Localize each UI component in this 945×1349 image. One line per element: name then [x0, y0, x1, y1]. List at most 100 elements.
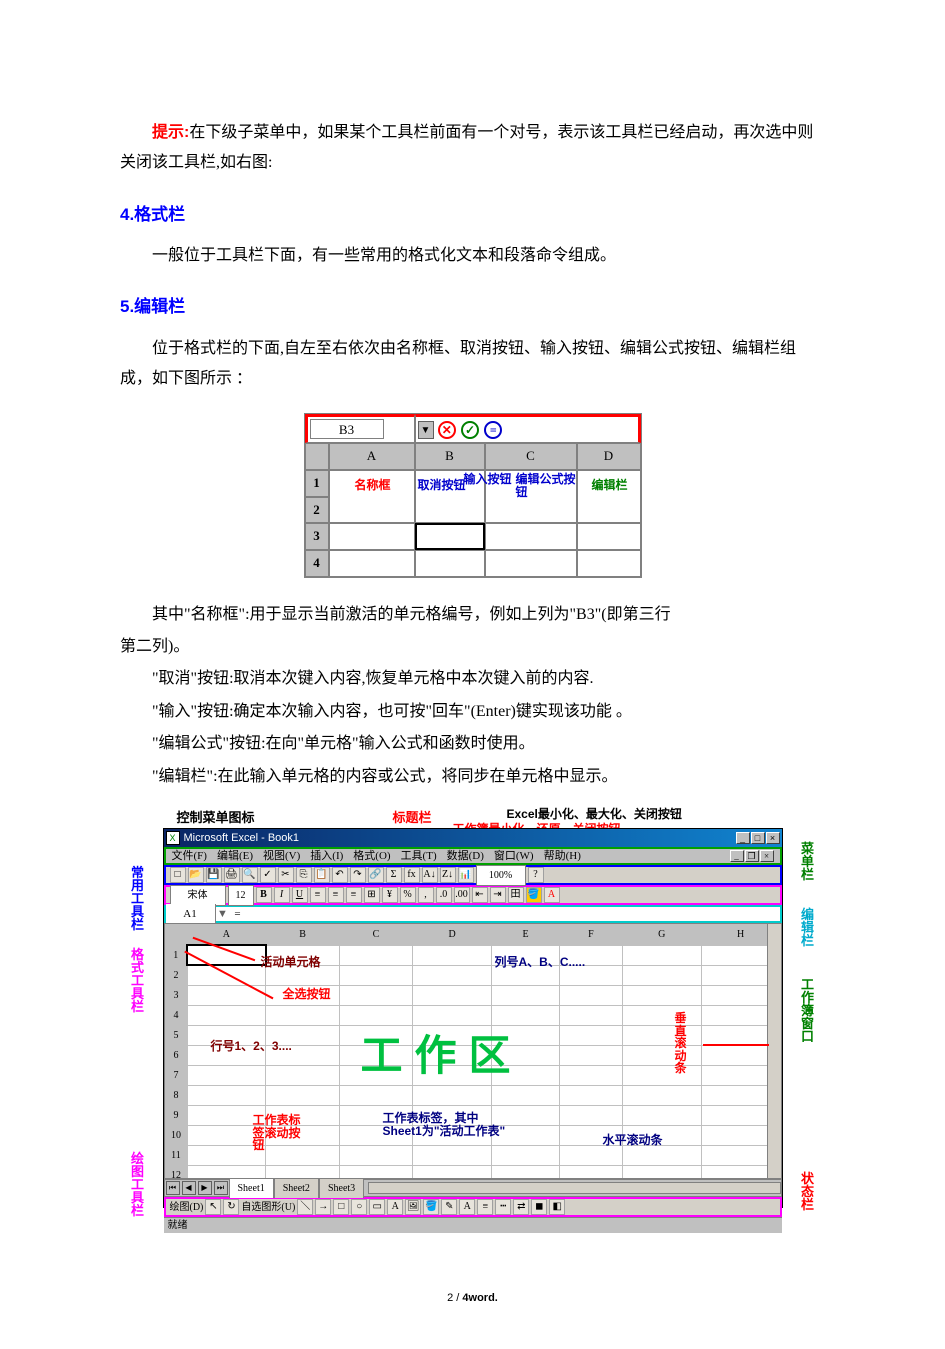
enter-button[interactable]: ✓: [461, 421, 479, 439]
underline-icon[interactable]: U: [292, 887, 308, 903]
row-1[interactable]: 1: [165, 945, 187, 965]
print-icon[interactable]: 🖨: [224, 867, 240, 883]
namebox-dropdown-icon[interactable]: ▼: [418, 421, 434, 439]
currency-icon[interactable]: ¥: [382, 887, 398, 903]
font-color-icon2[interactable]: A: [459, 1199, 475, 1215]
col-header-b[interactable]: B: [415, 443, 485, 470]
chart-icon[interactable]: 📊: [458, 867, 474, 883]
arrow-icon[interactable]: →: [315, 1199, 331, 1215]
cancel-button[interactable]: ✕: [438, 421, 456, 439]
row-header-1[interactable]: 1: [305, 470, 329, 497]
row-6[interactable]: 6: [165, 1045, 187, 1065]
fill-color-icon[interactable]: 🪣: [526, 887, 542, 903]
font-name-box[interactable]: 宋体: [170, 885, 226, 906]
align-center-icon[interactable]: ≡: [328, 887, 344, 903]
tab-sheet1[interactable]: Sheet1: [229, 1178, 274, 1198]
maximize-button[interactable]: □: [751, 832, 765, 844]
col-header-a[interactable]: A: [329, 443, 415, 470]
dec-decimal-icon[interactable]: .00: [454, 887, 470, 903]
horizontal-scrollbar[interactable]: [368, 1182, 780, 1194]
align-left-icon[interactable]: ≡: [310, 887, 326, 903]
vertical-scrollbar[interactable]: [767, 924, 781, 1178]
row-8[interactable]: 8: [165, 1085, 187, 1105]
wordart-icon[interactable]: A: [387, 1199, 403, 1215]
menu-help[interactable]: 帮助(H): [544, 846, 581, 867]
wb-restore-button[interactable]: ❐: [745, 850, 759, 862]
align-right-icon[interactable]: ≡: [346, 887, 362, 903]
name-box[interactable]: B3: [310, 419, 384, 439]
indent-inc-icon[interactable]: ⇥: [490, 887, 506, 903]
row-10[interactable]: 10: [165, 1125, 187, 1145]
col-c[interactable]: C: [339, 925, 412, 946]
row-11[interactable]: 11: [165, 1145, 187, 1165]
tab-last-icon[interactable]: ⏭: [214, 1181, 228, 1195]
sum-icon[interactable]: Σ: [386, 867, 402, 883]
row-header-3[interactable]: 3: [305, 523, 329, 550]
font-size-box[interactable]: 12: [228, 885, 254, 906]
select-all-button[interactable]: [165, 925, 187, 946]
row-4[interactable]: 4: [165, 1005, 187, 1025]
save-icon[interactable]: 💾: [206, 867, 222, 883]
inc-decimal-icon[interactable]: .0: [436, 887, 452, 903]
tab-next-icon[interactable]: ▶: [198, 1181, 212, 1195]
menu-file[interactable]: 文件(F): [172, 846, 207, 867]
fx-equal-icon[interactable]: =: [230, 904, 246, 925]
line-style-icon[interactable]: ≡: [477, 1199, 493, 1215]
bold-icon[interactable]: B: [256, 887, 272, 903]
tab-first-icon[interactable]: ⏮: [166, 1181, 180, 1195]
merge-icon[interactable]: ⊞: [364, 887, 380, 903]
redo-icon[interactable]: ↷: [350, 867, 366, 883]
open-icon[interactable]: 📂: [188, 867, 204, 883]
fx-button[interactable]: =: [484, 421, 502, 439]
3d-icon[interactable]: ◧: [549, 1199, 565, 1215]
undo-icon[interactable]: ↶: [332, 867, 348, 883]
col-header-c[interactable]: C: [485, 443, 577, 470]
copy-icon[interactable]: ⎘: [296, 867, 312, 883]
select-all-corner[interactable]: [305, 443, 329, 470]
close-button[interactable]: ×: [766, 832, 780, 844]
border-icon[interactable]: 田: [508, 887, 524, 903]
minimize-button[interactable]: _: [736, 832, 750, 844]
spell-icon[interactable]: ✓: [260, 867, 276, 883]
active-cell-b3[interactable]: [415, 523, 485, 550]
preview-icon[interactable]: 🔍: [242, 867, 258, 883]
sort-desc-icon[interactable]: Z↓: [440, 867, 456, 883]
namebox-drop-icon[interactable]: ▼: [216, 904, 230, 925]
paste-icon[interactable]: 📋: [314, 867, 330, 883]
line-icon[interactable]: ＼: [297, 1199, 313, 1215]
arrow-style-icon[interactable]: ⇄: [513, 1199, 529, 1215]
tab-prev-icon[interactable]: ◀: [182, 1181, 196, 1195]
row-5[interactable]: 5: [165, 1025, 187, 1045]
fill-icon[interactable]: 🪣: [423, 1199, 439, 1215]
row-header-2[interactable]: 2: [305, 497, 329, 524]
menu-tools[interactable]: 工具(T): [401, 846, 437, 867]
tab-sheet2[interactable]: Sheet2: [274, 1178, 319, 1198]
help-icon[interactable]: ?: [528, 867, 544, 883]
row-12[interactable]: 12: [165, 1165, 187, 1179]
row-3[interactable]: 3: [165, 985, 187, 1005]
oval-icon[interactable]: ○: [351, 1199, 367, 1215]
menu-insert[interactable]: 插入(I): [310, 846, 343, 867]
menu-view[interactable]: 视图(V): [263, 846, 300, 867]
sort-asc-icon[interactable]: A↓: [422, 867, 438, 883]
col-a[interactable]: A: [187, 925, 266, 946]
autoshape-menu[interactable]: 自选图形(U): [241, 1198, 295, 1217]
link-icon[interactable]: 🔗: [368, 867, 384, 883]
line-color-icon[interactable]: ✎: [441, 1199, 457, 1215]
dash-style-icon[interactable]: ┅: [495, 1199, 511, 1215]
app-icon[interactable]: X: [166, 831, 180, 845]
draw-menu[interactable]: 绘图(D): [170, 1198, 204, 1217]
rotate-icon[interactable]: ↻: [223, 1199, 239, 1215]
percent-icon[interactable]: %: [400, 887, 416, 903]
wb-close-button[interactable]: ×: [760, 850, 774, 862]
zoom-box[interactable]: 100%: [476, 865, 526, 886]
col-d[interactable]: D: [413, 925, 492, 946]
col-b[interactable]: B: [266, 925, 339, 946]
col-g[interactable]: G: [622, 925, 701, 946]
comma-icon[interactable]: ,: [418, 887, 434, 903]
indent-dec-icon[interactable]: ⇤: [472, 887, 488, 903]
select-icon[interactable]: ↖: [205, 1199, 221, 1215]
row-header-4[interactable]: 4: [305, 550, 329, 577]
fx-icon[interactable]: fx: [404, 867, 420, 883]
clipart-icon[interactable]: 🖼: [405, 1199, 421, 1215]
